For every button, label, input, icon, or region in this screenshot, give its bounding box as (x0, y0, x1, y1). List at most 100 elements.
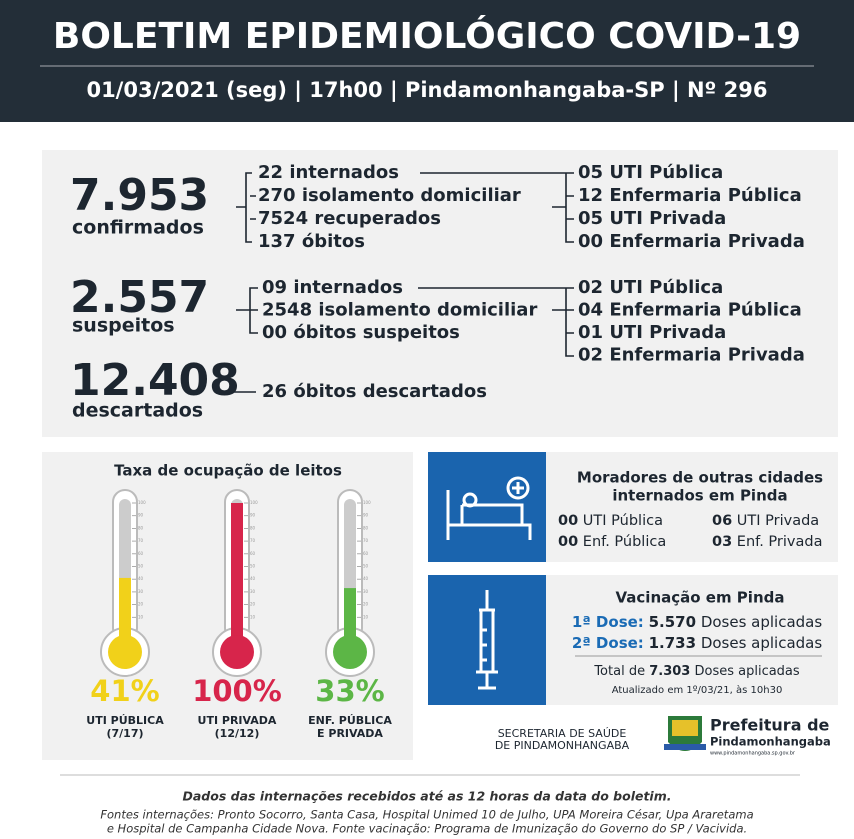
thermo-tick-label: 80 (363, 525, 369, 530)
occupancy-name: UTI PRIVADA (198, 714, 277, 727)
thermo-tick-label: 90 (363, 513, 369, 518)
confirmed-number: 7.953 (70, 170, 209, 221)
thermo-tick-label: 10 (138, 614, 144, 619)
city-crest (664, 716, 706, 751)
dose-line: 2ª Dose: 1.733 Doses aplicadas (572, 634, 823, 652)
prefeitura: Prefeitura de (710, 716, 830, 735)
occupancy-percent: 41% (90, 674, 159, 708)
thermo-tick-label: 90 (138, 513, 144, 518)
confirmed-item: 22 internados (258, 162, 399, 183)
residents-title: Moradores de outras cidades (577, 469, 823, 487)
confirmed-label: confirmados (72, 217, 204, 239)
resident-label: UTI Privada (737, 513, 819, 529)
resident-label: Enf. Privada (737, 534, 823, 550)
occupancy-percent: 33% (315, 674, 384, 708)
thermo-tick-label: 100 (138, 500, 146, 505)
thermo-tick-label: 60 (250, 551, 256, 556)
suspects-item: 2548 isolamento domiciliar (262, 300, 537, 321)
subtitle: 01/03/2021 (seg) | 17h00 | Pindamonhanga… (86, 78, 767, 103)
resident-count: 00 (558, 534, 578, 550)
thermo-tick-label: 40 (363, 576, 369, 581)
occupancy-detail: (7/17) (106, 727, 143, 740)
footer-sources: e Hospital de Campanha Cidade Nova. Font… (107, 822, 747, 836)
occupancy-name: UTI PÚBLICA (86, 714, 164, 727)
suspects-detail: 02 Enfermaria Privada (578, 345, 805, 366)
thermo-tick-label: 60 (138, 551, 144, 556)
confirmed-detail: 05 UTI Privada (578, 208, 726, 229)
total-prefix: Total de (593, 664, 645, 679)
residents-title: internados em Pinda (612, 487, 787, 505)
confirmed-item: 270 isolamento domiciliar (258, 185, 521, 206)
total-value: 7.303 (649, 664, 690, 679)
discarded-label: descartados (72, 400, 203, 422)
thermo-tick-label: 50 (363, 564, 369, 569)
occupancy-percent: 100% (192, 674, 282, 708)
discarded-number: 12.408 (70, 355, 240, 406)
resident-entry: 03 Enf. Privada (712, 534, 822, 550)
suspects-item: 09 internados (262, 277, 403, 298)
thermo-tick-label: 30 (250, 589, 256, 594)
thermo-tick-label: 50 (250, 564, 256, 569)
resident-entry: 00 Enf. Pública (558, 534, 666, 550)
thermo-tick-label: 40 (138, 576, 144, 581)
thermo-tick-label: 40 (250, 576, 256, 581)
thermo-bulb (220, 635, 254, 669)
thermo-tick-label: 100 (363, 500, 371, 505)
title: BOLETIM EPIDEMIOLÓGICO COVID-19 (53, 15, 801, 57)
thermo-tick-label: 20 (138, 602, 144, 607)
thermo-tick-label: 10 (250, 614, 256, 619)
thermo-tick-label: 10 (363, 614, 369, 619)
thermo-fill (231, 503, 243, 650)
occupancy-detail: E PRIVADA (317, 727, 383, 740)
dose-line: 1ª Dose: 5.570 Doses aplicadas (572, 613, 823, 631)
confirmed-detail: 05 UTI Pública (578, 162, 723, 183)
dose-unit: Doses aplicadas (701, 613, 823, 631)
suspects-item: 00 óbitos suspeitos (262, 322, 460, 343)
thermo-tick-label: 20 (363, 602, 369, 607)
dose-value: 5.570 (649, 613, 696, 631)
thermo-tick-label: 30 (138, 589, 144, 594)
suspects-detail: 04 Enfermaria Pública (578, 300, 802, 321)
vaccination-updated: Atualizado em 1º/03/21, às 10h30 (612, 684, 783, 696)
discarded-item: 26 óbitos descartados (262, 381, 487, 402)
thermo-tick-label: 60 (363, 551, 369, 556)
dose-label: 1ª Dose: (572, 613, 644, 631)
thermo-tick-label: 80 (138, 525, 144, 530)
thermo-tick-label: 70 (363, 538, 369, 543)
dose-unit: Doses aplicadas (701, 634, 823, 652)
occupancy-title: Taxa de ocupação de leitos (114, 462, 342, 480)
thermo-tick-label: 30 (363, 589, 369, 594)
thermo-tick-label: 100 (250, 500, 258, 505)
suspects-label: suspeitos (72, 315, 175, 337)
thermo-tick-label: 50 (138, 564, 144, 569)
total-unit: Doses aplicadas (694, 664, 799, 679)
occupancy-name: ENF. PÚBLICA (308, 714, 392, 727)
resident-label: UTI Pública (583, 513, 663, 529)
thermo-bulb (108, 635, 142, 669)
footer-note: Dados das internações recebidos até as 1… (183, 789, 672, 804)
bed-icon-box (428, 452, 546, 562)
resident-entry: 06 UTI Privada (712, 513, 819, 529)
secretaria: DE PINDAMONHANGABA (495, 739, 630, 752)
prefeitura-url: www.pindamonhangaba.sp.gov.br (710, 751, 796, 757)
vaccination-total: Total de 7.303 Doses aplicadas (593, 664, 800, 679)
resident-count: 06 (712, 513, 732, 529)
resident-count: 00 (558, 513, 578, 529)
vaccination-title: Vacinação em Pinda (616, 589, 785, 607)
resident-entry: 00 UTI Pública (558, 513, 663, 529)
dose-value: 1.733 (649, 634, 696, 652)
footer-sources: Fontes internações: Pronto Socorro, Sant… (100, 808, 753, 822)
thermo-tick-label: 70 (250, 538, 256, 543)
suspects-detail: 02 UTI Pública (578, 277, 723, 298)
bulletin: BOLETIM EPIDEMIOLÓGICO COVID-19 01/03/20… (0, 0, 854, 839)
confirmed-detail: 12 Enfermaria Pública (578, 185, 802, 206)
thermo-bulb (333, 635, 367, 669)
thermo-tick-label: 70 (138, 538, 144, 543)
confirmed-item: 7524 recuperados (258, 208, 441, 229)
thermo-tick-label: 90 (250, 513, 256, 518)
dose-label: 2ª Dose: (572, 634, 644, 652)
confirmed-detail: 00 Enfermaria Privada (578, 231, 805, 252)
thermo-tick-label: 20 (250, 602, 256, 607)
confirmed-item: 137 óbitos (258, 231, 365, 252)
thermo-tick-label: 80 (250, 525, 256, 530)
